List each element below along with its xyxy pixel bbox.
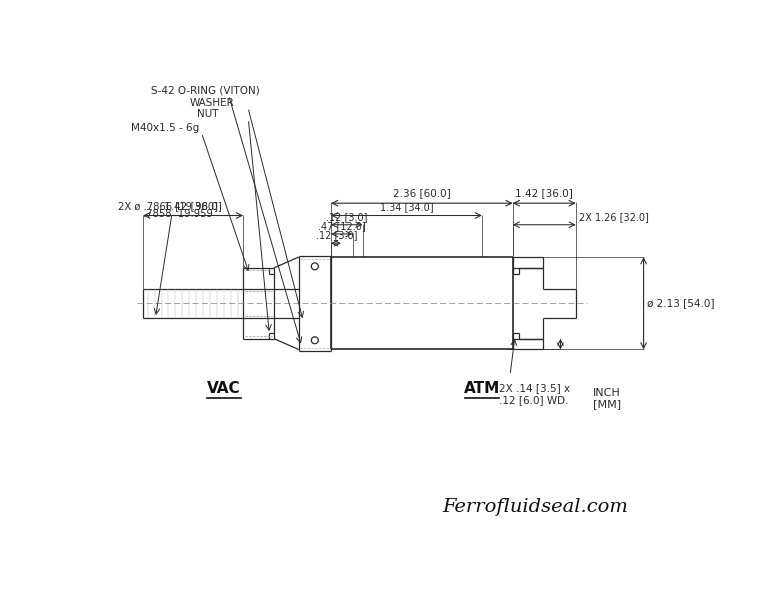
Text: WASHER: WASHER [189,98,234,108]
Text: 2X .14 [3.5] x
.12 [6.0] WD.: 2X .14 [3.5] x .12 [6.0] WD. [499,383,570,405]
Text: .12 [3.0]: .12 [3.0] [316,230,357,240]
Text: .7858  19.959: .7858 19.959 [118,209,213,219]
Text: .12 [3.0]: .12 [3.0] [326,212,367,222]
Text: S-42 O-RING (VITON): S-42 O-RING (VITON) [151,85,259,95]
Text: INCH
[MM]: INCH [MM] [593,388,621,409]
Text: 1.34 [34.0]: 1.34 [34.0] [380,203,433,212]
Text: 2.36 [60.0]: 2.36 [60.0] [393,188,451,198]
Text: ATM: ATM [464,381,500,396]
Text: 1.42 [36.0]: 1.42 [36.0] [516,188,573,198]
Text: VAC: VAC [207,381,241,396]
Text: ø 2.13 [54.0]: ø 2.13 [54.0] [648,298,715,308]
Text: 2X 1.26 [32.0]: 2X 1.26 [32.0] [579,212,648,222]
Text: Ferrofluidseal.com: Ferrofluidseal.com [442,498,628,516]
Text: 2X ø .7866 [19.980]: 2X ø .7866 [19.980] [118,201,218,211]
Text: .47 [12.0]: .47 [12.0] [318,221,366,231]
Text: NUT: NUT [197,109,218,119]
Text: 1.42 [36.0]: 1.42 [36.0] [164,201,222,211]
Text: M40x1.5 - 6g: M40x1.5 - 6g [130,123,199,133]
